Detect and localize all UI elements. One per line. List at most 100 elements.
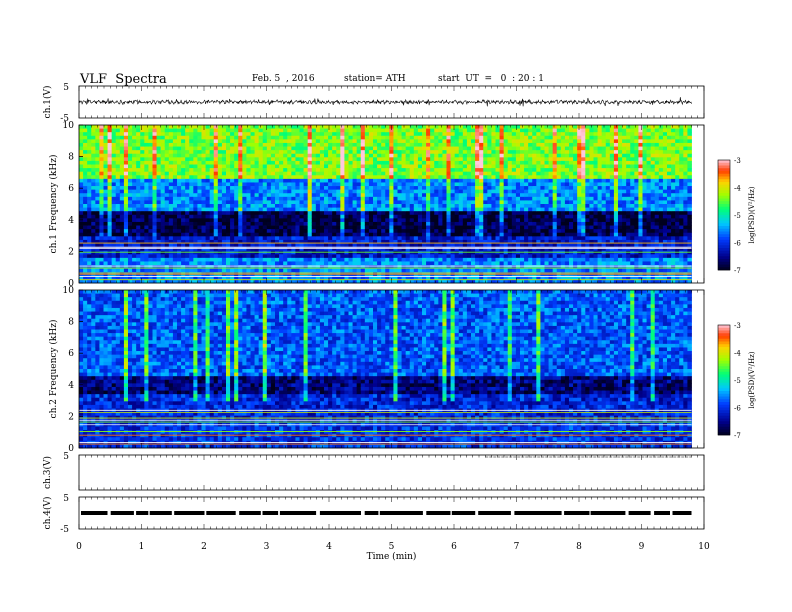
ch1-spectrogram-cell xyxy=(500,186,504,190)
ch1-spectrogram-cell xyxy=(120,129,124,133)
ch1-spectrogram-cell xyxy=(438,236,442,240)
ch1-spectrogram-cell xyxy=(242,182,246,186)
ch1-spectrogram-cell xyxy=(206,150,210,154)
ch1-spectrogram-cell xyxy=(365,179,369,183)
ch1-spectrogram-cell xyxy=(459,208,463,212)
ch1-spectrogram-cell xyxy=(406,129,410,133)
ch1-spectrogram-cell xyxy=(275,157,279,161)
ch1-spectrogram-cell xyxy=(185,157,189,161)
ch1-spectrogram-cell xyxy=(206,215,210,219)
ch1-spectrogram-cell xyxy=(414,226,418,230)
ch1-spectrogram-cell xyxy=(312,261,316,265)
ch1-spectrogram-cell xyxy=(238,143,242,147)
ch1-spectrogram-cell xyxy=(447,215,451,219)
ch1-spectrogram-cell xyxy=(210,251,214,255)
ch1-spectrogram-cell xyxy=(95,200,99,204)
ch1-spectrogram-cell xyxy=(487,165,491,169)
ch1-spectrogram-cell xyxy=(124,229,128,233)
ch1-spectrogram-cell xyxy=(353,226,357,230)
ch1-spectrogram-cell xyxy=(197,236,201,240)
ch1-spectrogram-cell xyxy=(361,125,365,129)
ch1-spectrogram-cell xyxy=(479,261,483,265)
ch1-spectrogram-cell xyxy=(271,208,275,212)
ch1-spectrogram-cell xyxy=(193,172,197,176)
ch1-spectrogram-cell xyxy=(414,190,418,194)
ch1-spectrogram-cell xyxy=(136,247,140,251)
ch1-spectrogram-cell xyxy=(259,200,263,204)
ch1-spectrogram-cell xyxy=(357,208,361,212)
ch1-spectrogram-cell xyxy=(381,139,385,143)
ch1-spectrogram-cell xyxy=(295,218,299,222)
ch1-spectrogram-cell xyxy=(124,150,128,154)
ch1-spectrogram-cell xyxy=(251,139,255,143)
ch1-spectrogram-cell xyxy=(410,150,414,154)
ch1-spectrogram-cell xyxy=(438,179,442,183)
ch1-spectrogram-cell xyxy=(153,197,157,201)
ch1-spectrogram-cell xyxy=(426,233,430,237)
ch1-spectrogram-cell xyxy=(332,211,336,215)
ch1-spectrogram-cell xyxy=(189,132,193,136)
ch1-spectrogram-cell xyxy=(185,179,189,183)
ch1-spectrogram-cell xyxy=(381,200,385,204)
ch1-spectrogram-cell xyxy=(528,161,532,165)
ch1-spectrogram-cell xyxy=(214,129,218,133)
ch1-spectrogram-cell xyxy=(251,129,255,133)
ch1-spectrogram-cell xyxy=(157,197,161,201)
ch1-spectrogram-cell xyxy=(393,204,397,208)
ch1-spectrogram-cell xyxy=(463,165,467,169)
ch1-spectrogram-cell xyxy=(124,269,128,273)
ch1-spectrogram-cell xyxy=(312,179,316,183)
ch1-spectrogram-cell xyxy=(402,147,406,151)
ch1-spectrogram-cell xyxy=(287,211,291,215)
ch1-spectrogram-cell xyxy=(524,254,528,258)
ch1-spectrogram-cell xyxy=(91,143,95,147)
ch1-spectrogram-cell xyxy=(189,236,193,240)
ch1-spectrogram-cell xyxy=(479,236,483,240)
ch1-spectrogram-cell xyxy=(267,139,271,143)
ch1-spectrogram-cell xyxy=(238,258,242,262)
ch1-spectrogram-cell xyxy=(491,197,495,201)
ch1-spectrogram-cell xyxy=(279,204,283,208)
ch1-spectrogram-cell xyxy=(430,136,434,140)
ch1-spectrogram-cell xyxy=(112,218,116,222)
ch1-spectrogram-cell xyxy=(496,236,500,240)
ch1-spectrogram-cell xyxy=(124,161,128,165)
ch1-spectrogram-cell xyxy=(373,222,377,226)
ch1-spectrogram-cell xyxy=(112,251,116,255)
ch1-spectrogram-cell xyxy=(108,161,112,165)
ch1-spectrogram-cell xyxy=(287,139,291,143)
ch1-spectrogram-cell xyxy=(504,182,508,186)
ch1-spectrogram-cell xyxy=(483,226,487,230)
ch1-spectrogram-cell xyxy=(132,182,136,186)
ch1-spectrogram-cell xyxy=(161,247,165,251)
ch1-spectrogram-cell xyxy=(206,193,210,197)
ch1-spectrogram-cell xyxy=(87,222,91,226)
ch1-spectrogram-cell xyxy=(193,193,197,197)
ch1-spectrogram-cell xyxy=(99,247,103,251)
ch1-spectrogram-cell xyxy=(153,139,157,143)
ch1-spectrogram-cell xyxy=(161,193,165,197)
ch1-spectrogram-cell xyxy=(340,168,344,172)
ch1-spectrogram-cell xyxy=(483,247,487,251)
ch1-spectrogram-cell xyxy=(140,139,144,143)
ch1-spectrogram-cell xyxy=(214,136,218,140)
ch1-spectrogram-cell xyxy=(349,179,353,183)
ch1-spectrogram-cell xyxy=(104,175,108,179)
ch1-spectrogram-cell xyxy=(377,186,381,190)
ch1-spectrogram-cell xyxy=(357,182,361,186)
ch1-spectrogram-cell xyxy=(414,197,418,201)
ch1-spectrogram-cell xyxy=(230,179,234,183)
ch1-spectrogram-cell xyxy=(451,254,455,258)
ch1-spectrogram-cell xyxy=(267,211,271,215)
ch1-spectrogram-cell xyxy=(328,179,332,183)
ch1-spectrogram-cell xyxy=(300,154,304,158)
ch1-spectrogram-cell xyxy=(91,261,95,265)
ch1-spectrogram-cell xyxy=(491,200,495,204)
ch1-spectrogram-cell xyxy=(304,269,308,273)
ch1-spectrogram-cell xyxy=(402,258,406,262)
ch1-spectrogram-cell xyxy=(291,233,295,237)
ch1-spectrogram-cell xyxy=(87,233,91,237)
ch1-spectrogram-cell xyxy=(218,190,222,194)
ch1-spectrogram-cell xyxy=(291,136,295,140)
ch1-spectrogram-cell xyxy=(251,233,255,237)
